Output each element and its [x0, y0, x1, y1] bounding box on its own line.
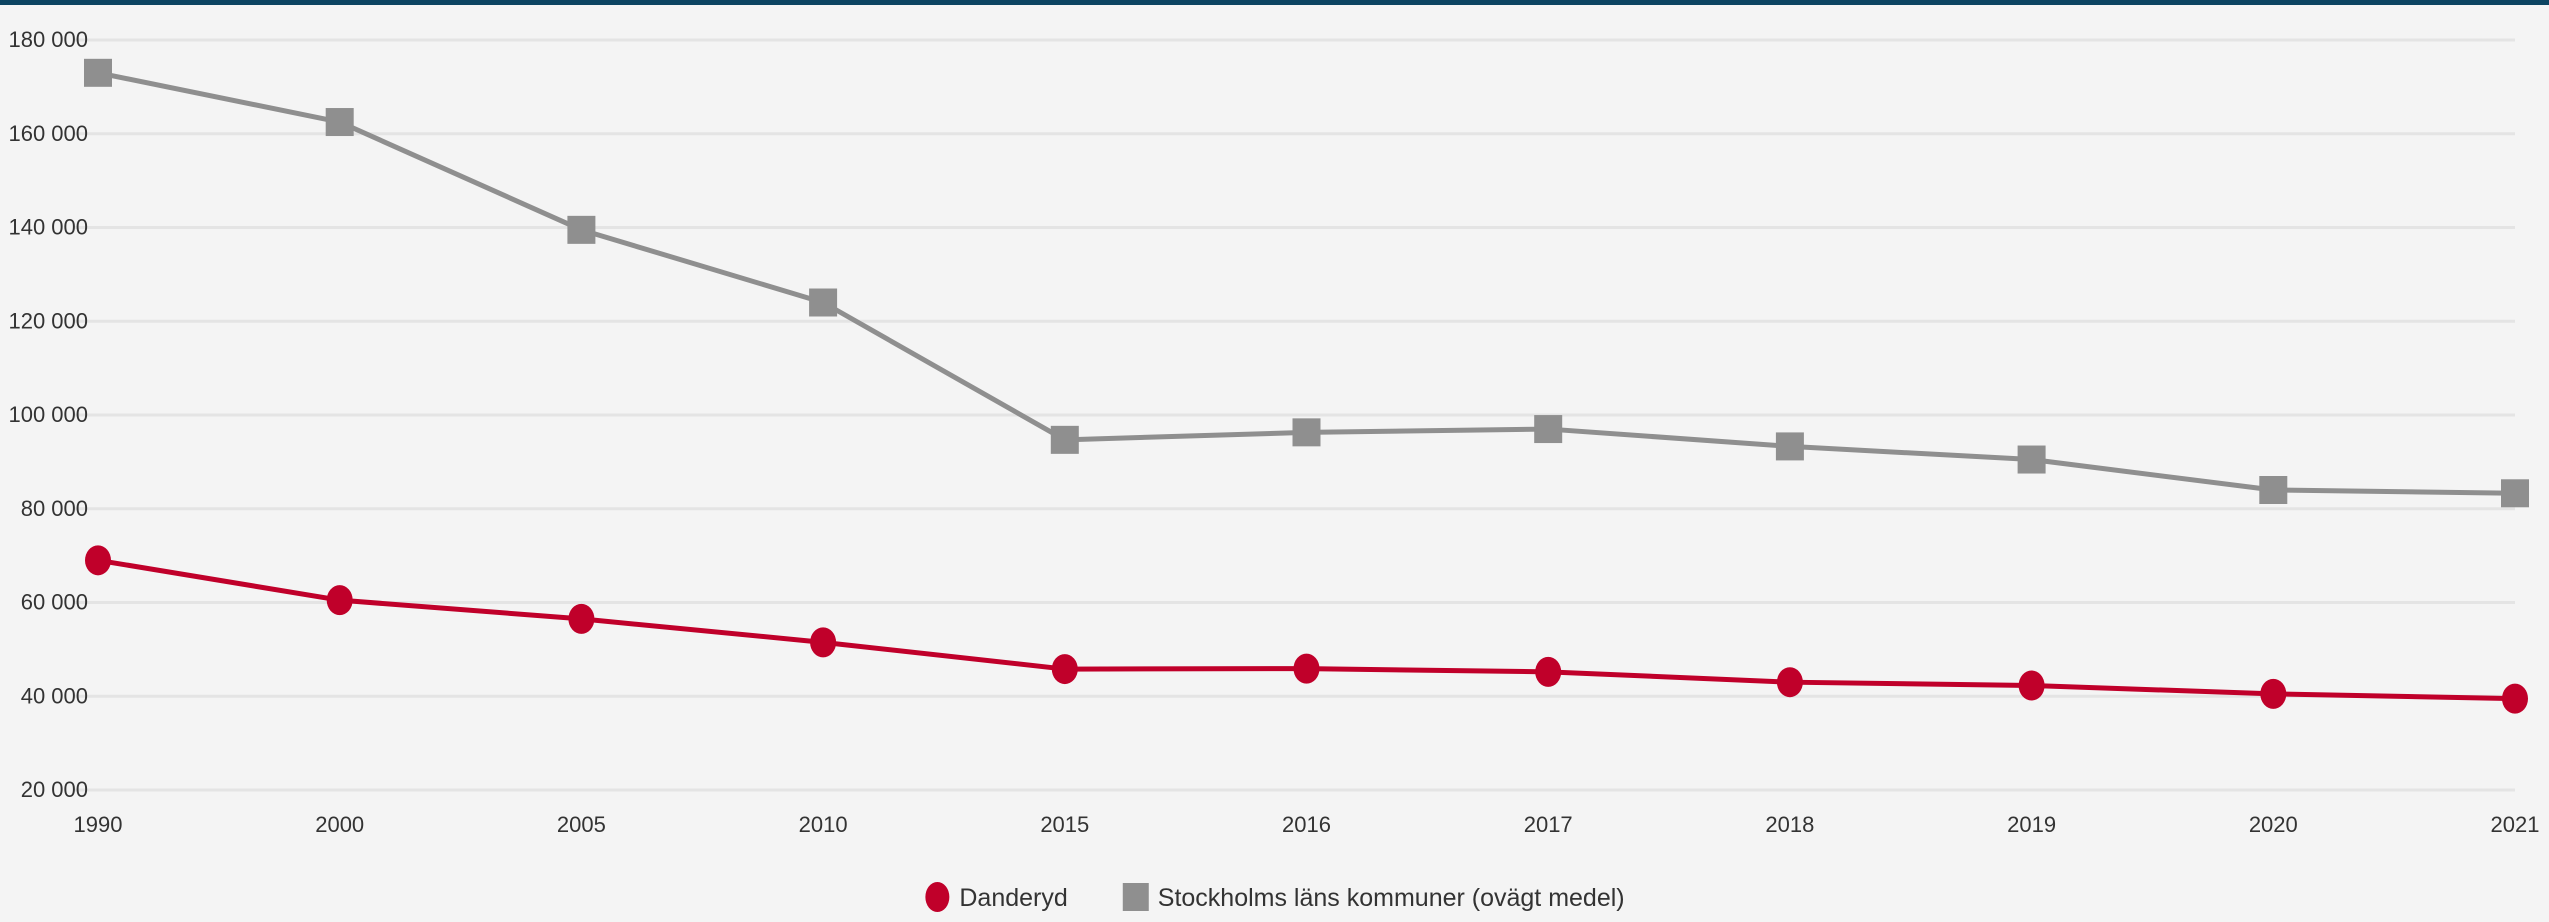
- data-point[interactable]: [84, 58, 112, 87]
- y-tick-label: 160 000: [8, 121, 88, 146]
- x-tick-label: 2000: [315, 812, 364, 837]
- data-point[interactable]: [567, 215, 596, 244]
- series-group: [84, 58, 2529, 714]
- y-tick-label: 100 000: [8, 402, 88, 427]
- legend-marker: [925, 882, 950, 912]
- y-tick-label: 20 000: [21, 777, 88, 802]
- data-point[interactable]: [1293, 653, 1320, 684]
- y-tick-label: 80 000: [21, 496, 88, 521]
- legend-marker: [1122, 883, 1149, 911]
- data-point[interactable]: [325, 108, 354, 137]
- y-tick-label: 40 000: [21, 683, 88, 708]
- y-tick-label: 180 000: [8, 27, 88, 52]
- data-point[interactable]: [2259, 476, 2288, 504]
- data-point[interactable]: [2017, 445, 2046, 474]
- top-accent-bar: [0, 0, 2549, 5]
- legend-label: Stockholms läns kommuner (ovägt medel): [1158, 884, 1625, 912]
- data-point[interactable]: [1050, 425, 1079, 454]
- series-stockholms-lans-kommuner-ovagt-medel: [84, 58, 2529, 508]
- data-point[interactable]: [326, 585, 353, 616]
- x-tick-label: 2010: [799, 812, 848, 837]
- y-axis-ticks: 20 000 40 000 60 000 80 000 100 000 120 000 14…: [8, 27, 88, 802]
- data-point[interactable]: [810, 627, 837, 658]
- legend-label: Danderyd: [959, 884, 1067, 912]
- data-point[interactable]: [2260, 678, 2287, 709]
- data-point[interactable]: [2501, 479, 2529, 508]
- grid-lines: [75, 38, 2515, 792]
- x-tick-label: 2015: [1040, 812, 1089, 837]
- x-tick-label: 2017: [1524, 812, 1573, 837]
- data-point[interactable]: [1292, 418, 1321, 447]
- x-tick-label: 1990: [74, 812, 123, 837]
- series-danderyd: [85, 545, 2528, 714]
- data-point[interactable]: [1534, 415, 1563, 444]
- x-tick-label: 2020: [2249, 812, 2298, 837]
- data-point[interactable]: [568, 603, 595, 634]
- x-tick-label: 2016: [1282, 812, 1331, 837]
- data-point[interactable]: [2018, 670, 2045, 701]
- y-tick-label: 140 000: [8, 215, 88, 240]
- data-point[interactable]: [1535, 656, 1562, 687]
- x-tick-label: 2005: [557, 812, 606, 837]
- data-point[interactable]: [1776, 667, 1803, 698]
- legend-item-stockholms-lans-kommuner-ovagt-medel[interactable]: Stockholms läns kommuner (ovägt medel): [1122, 883, 1625, 912]
- y-tick-label: 120 000: [8, 308, 88, 333]
- data-point[interactable]: [85, 545, 111, 576]
- x-tick-label: 2021: [2491, 812, 2540, 837]
- x-tick-label: 2019: [2007, 812, 2056, 837]
- data-point[interactable]: [2502, 683, 2528, 714]
- data-point[interactable]: [1775, 432, 1804, 461]
- x-tick-label: 2018: [1765, 812, 1814, 837]
- data-point[interactable]: [1051, 654, 1078, 685]
- x-axis-ticks: 1990 2000 2005 2010 2015 2016 2017 2018 2019 2020…: [74, 812, 2540, 837]
- y-tick-label: 60 000: [21, 590, 88, 615]
- data-point[interactable]: [809, 288, 838, 317]
- legend-item-danderyd[interactable]: Danderyd: [925, 882, 1068, 912]
- legend: Danderyd Stockholms läns kommuner (ovägt …: [925, 882, 1625, 912]
